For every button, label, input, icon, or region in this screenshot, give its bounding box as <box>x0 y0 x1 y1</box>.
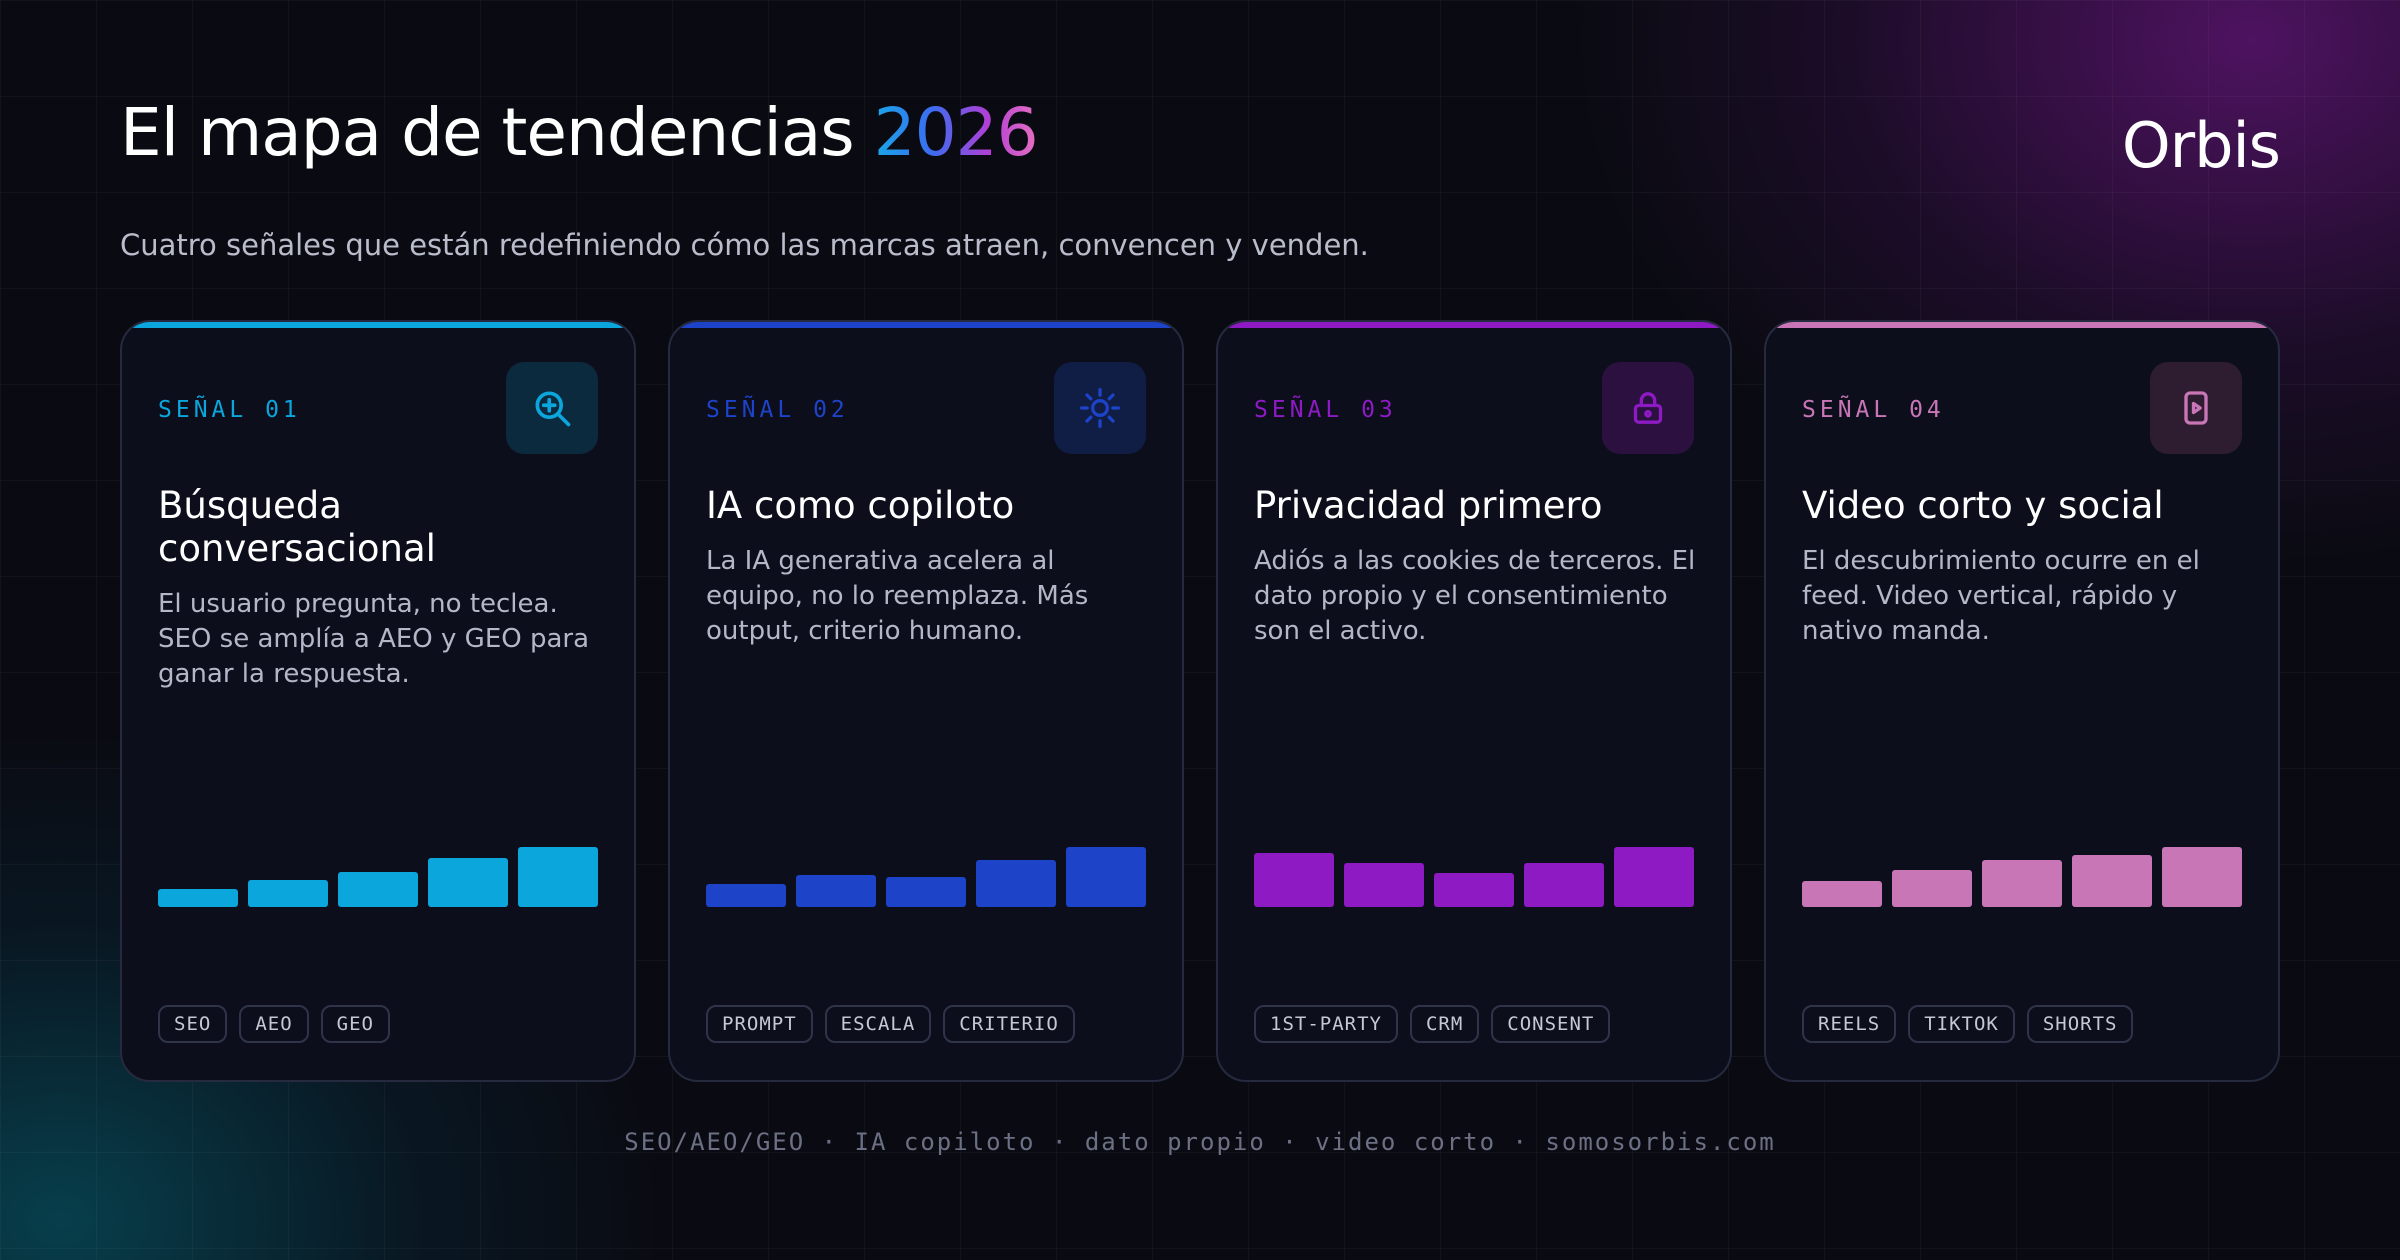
trend-bar-2 <box>796 875 876 907</box>
card-tags: 1ST-PARTY CRM CONSENT <box>1254 1005 1611 1043</box>
card-signal-label: SEÑAL 02 <box>706 397 849 423</box>
card-icon-box <box>2150 362 2242 454</box>
tag-reels: REELS <box>1802 1005 1897 1043</box>
page-subtitle: Cuatro señales que están redefiniendo có… <box>120 228 1369 262</box>
footer-caption: SEO/AEO/GEO · IA copiloto · dato propio … <box>624 1128 1776 1156</box>
tag-aeo: AEO <box>239 1005 309 1043</box>
card-signal-label: SEÑAL 01 <box>158 397 301 423</box>
trend-bar-1 <box>1802 881 1882 907</box>
card-accent-bar <box>670 322 1182 328</box>
tag-geo: GEO <box>320 1005 390 1043</box>
trend-bar-1 <box>158 889 238 907</box>
card-icon-box <box>1054 362 1146 454</box>
card-icon-box <box>506 362 598 454</box>
card-tags: REELS TIKTOK SHORTS <box>1802 1005 2134 1043</box>
card-description: El usuario pregunta, no teclea. SEO se a… <box>158 589 590 689</box>
trend-bar-5 <box>518 847 598 907</box>
page-title: El mapa de tendencias 2026 <box>120 100 1039 166</box>
trend-bar-4 <box>976 860 1056 907</box>
trend-bar-3 <box>1434 873 1514 907</box>
trend-bar-2 <box>1892 870 1972 907</box>
card-description: El descubrimiento ocurre en el feed. Vid… <box>1802 546 2200 646</box>
card-signal-label: SEÑAL 04 <box>1802 397 1945 423</box>
card-tags: SEO AEO GEO <box>158 1005 390 1043</box>
lock-icon <box>1633 392 1663 424</box>
trend-bar-4 <box>428 858 508 907</box>
tag-consent: CONSENT <box>1491 1005 1611 1043</box>
card-accent-bar <box>1766 322 2278 328</box>
tag-1st-party: 1ST-PARTY <box>1254 1005 1398 1043</box>
card-tags: PROMPT ESCALA CRITERIO <box>706 1005 1075 1043</box>
card-video-corto-y-social: SEÑAL 04 Video corto y social El descubr… <box>1764 320 2280 1082</box>
card-icon-box <box>1602 362 1694 454</box>
trend-bar-5 <box>2162 847 2242 907</box>
tag-crm: CRM <box>1409 1005 1480 1043</box>
tag-escala: ESCALA <box>824 1005 932 1043</box>
trend-bar-1 <box>1254 853 1334 907</box>
sun-icon <box>1080 388 1120 428</box>
card-title: Privacidad primero <box>1254 484 1603 527</box>
tag-criterio: CRITERIO <box>943 1005 1075 1043</box>
trend-bar-3 <box>886 877 966 907</box>
card-accent-bar <box>122 322 634 328</box>
card-description: La IA generativa acelera al equipo, no l… <box>706 546 1089 646</box>
tag-prompt: PROMPT <box>706 1005 813 1043</box>
trend-bar-1 <box>706 884 786 907</box>
trend-bar-5 <box>1066 847 1146 907</box>
page-title-text: El mapa de tendencias <box>120 94 855 171</box>
search-plus-icon <box>535 391 571 427</box>
card-accent-bar <box>1218 322 1730 328</box>
card-busqueda-conversacional: SEÑAL 01 Búsqueda conversacional El usua… <box>120 320 636 1082</box>
card-ia-como-copiloto: SEÑAL 02 IA como copiloto La IA generati… <box>668 320 1184 1082</box>
trend-bar-2 <box>1344 863 1424 907</box>
trend-bar-2 <box>248 880 328 907</box>
card-title: Búsqueda conversacional <box>158 484 436 570</box>
trend-bar-4 <box>2072 855 2152 907</box>
card-signal-label: SEÑAL 03 <box>1254 397 1397 423</box>
card-title: IA como copiloto <box>706 484 1015 527</box>
trend-bar-3 <box>338 872 418 907</box>
trend-bar-3 <box>1982 860 2062 907</box>
card-title: Video corto y social <box>1802 484 2164 527</box>
brand-logo: Orbis <box>2121 109 2281 182</box>
tag-shorts: SHORTS <box>2026 1005 2134 1043</box>
card-privacidad-primero: SEÑAL 03 Privacidad primero Adiós a las … <box>1216 320 1732 1082</box>
tag-tiktok: TIKTOK <box>1908 1005 2015 1043</box>
trend-bar-5 <box>1614 847 1694 907</box>
trend-bar-4 <box>1524 863 1604 907</box>
page-title-year: 2026 <box>873 94 1039 171</box>
card-description: Adiós a las cookies de terceros. El dato… <box>1254 546 1696 646</box>
tag-seo: SEO <box>158 1005 228 1043</box>
play-video-icon <box>2184 391 2208 425</box>
